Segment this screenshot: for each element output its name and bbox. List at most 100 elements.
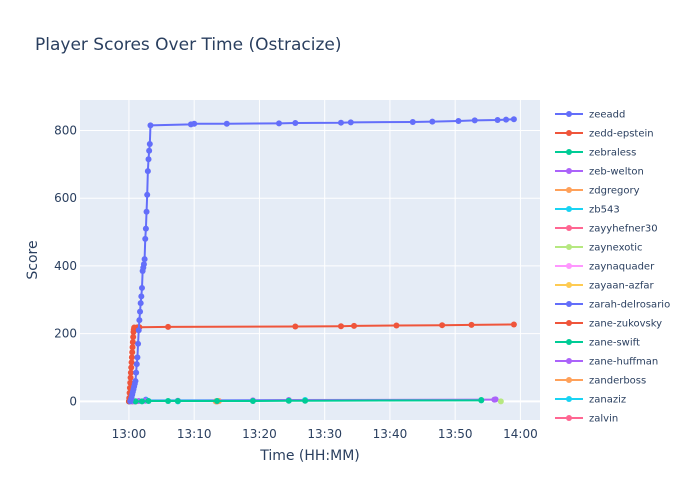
data-point (410, 119, 416, 125)
legend-label: zayaan-azfar (589, 281, 655, 292)
data-point (146, 148, 152, 154)
data-point (250, 398, 256, 404)
legend-label: zb543 (589, 205, 620, 216)
data-point (511, 116, 517, 122)
x-tick-label: 13:50 (438, 427, 473, 441)
legend-label: zane-zukovsky (589, 319, 662, 330)
y-tick-label: 0 (69, 394, 77, 408)
legend-label: zeeadd (589, 110, 625, 121)
data-point (142, 236, 148, 242)
x-tick-label: 14:00 (503, 427, 538, 441)
data-point (348, 119, 354, 125)
series-zaynexotic (498, 398, 504, 404)
data-point (141, 261, 147, 267)
data-point (429, 119, 435, 125)
data-point (135, 341, 141, 347)
data-point (439, 322, 445, 328)
legend-marker-swatch (566, 187, 572, 193)
data-point (191, 121, 197, 127)
legend-label: zanaziz (589, 395, 626, 406)
x-tick-label: 13:20 (242, 427, 277, 441)
legend-marker-swatch (566, 168, 572, 174)
legend-label: zedd-epstein (589, 129, 654, 140)
data-point (302, 398, 308, 404)
data-point (134, 361, 140, 367)
data-point (138, 293, 144, 299)
data-point (146, 156, 152, 162)
data-point (138, 300, 144, 306)
data-point (146, 398, 152, 404)
data-point (139, 398, 145, 404)
legend-label: zdgregory (589, 186, 640, 197)
data-point (147, 141, 153, 147)
legend-marker-swatch (566, 244, 572, 250)
data-point (468, 322, 474, 328)
data-point (144, 192, 150, 198)
data-point (142, 256, 148, 262)
data-point (478, 397, 484, 403)
x-axis-label: Time (HH:MM) (259, 448, 360, 464)
data-point (393, 323, 399, 329)
data-point (136, 317, 142, 323)
legend-marker-swatch (566, 301, 572, 307)
data-point (286, 398, 292, 404)
legend-marker-swatch (566, 320, 572, 326)
legend-label: zaynaquader (589, 262, 655, 273)
data-point (498, 398, 504, 404)
data-point (338, 120, 344, 126)
data-point (143, 226, 149, 232)
legend-marker-swatch (566, 149, 572, 155)
data-point (133, 370, 139, 376)
legend-label: zebraless (589, 148, 636, 159)
legend-marker-swatch (566, 263, 572, 269)
legend-label: zane-huffman (589, 357, 658, 368)
data-point (292, 324, 298, 330)
legend-label: zane-swift (589, 338, 640, 349)
x-tick-label: 13:30 (307, 427, 342, 441)
legend-marker-swatch (566, 358, 572, 364)
data-point (137, 309, 143, 315)
legend-label: zanderboss (589, 376, 646, 387)
data-point (491, 397, 497, 403)
legend-marker-swatch (566, 130, 572, 136)
data-point (495, 117, 501, 123)
y-tick-label: 800 (54, 123, 77, 137)
data-point (147, 122, 153, 128)
data-point (175, 398, 181, 404)
legend-marker-swatch (566, 396, 572, 402)
data-point (214, 398, 220, 404)
legend-label: zeb-welton (589, 167, 644, 178)
data-point (511, 322, 517, 328)
legend-marker-swatch (566, 111, 572, 117)
data-point (338, 323, 344, 329)
data-point (165, 324, 171, 330)
y-tick-label: 400 (54, 259, 77, 273)
data-point (503, 117, 509, 123)
legend-marker-swatch (566, 377, 572, 383)
data-point (224, 121, 230, 127)
y-tick-label: 200 (54, 327, 77, 341)
chart-title: Player Scores Over Time (Ostracize) (35, 35, 342, 55)
data-point (139, 285, 145, 291)
legend-marker-swatch (566, 339, 572, 345)
x-tick-label: 13:10 (177, 427, 212, 441)
data-point (136, 327, 142, 333)
legend-marker-swatch (566, 415, 572, 421)
data-point (134, 354, 140, 360)
data-point (455, 118, 461, 124)
data-point (132, 378, 138, 384)
y-axis-label: Score (25, 240, 41, 279)
data-point (165, 398, 171, 404)
data-point (351, 323, 357, 329)
x-tick-label: 13:40 (373, 427, 408, 441)
data-point (292, 120, 298, 126)
data-point (276, 120, 282, 126)
legend-marker-swatch (566, 225, 572, 231)
legend-label: zarah-delrosario (589, 300, 670, 311)
y-tick-label: 600 (54, 191, 77, 205)
data-point (472, 117, 478, 123)
legend-marker-swatch (566, 206, 572, 212)
legend-label: zaynexotic (589, 243, 643, 254)
legend-marker-swatch (566, 282, 572, 288)
